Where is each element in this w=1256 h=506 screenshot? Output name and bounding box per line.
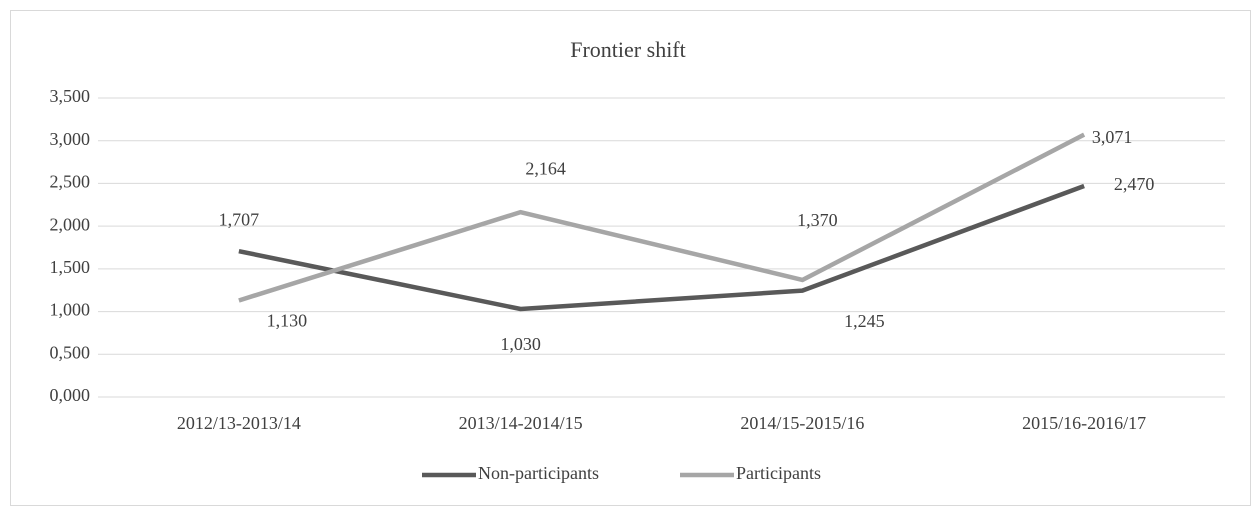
y-tick-label: 3,500 bbox=[50, 86, 91, 106]
data-label: 1,030 bbox=[500, 334, 541, 354]
y-tick-label: 1,000 bbox=[50, 300, 91, 320]
data-label: 3,071 bbox=[1092, 127, 1133, 147]
x-tick-label: 2014/15-2015/16 bbox=[740, 413, 864, 433]
x-tick-label: 2015/16-2016/17 bbox=[1022, 413, 1146, 433]
y-tick-label: 1,500 bbox=[50, 257, 91, 277]
data-label: 2,164 bbox=[525, 158, 566, 178]
x-tick-label: 2012/13-2013/14 bbox=[177, 413, 301, 433]
x-tick-label: 2013/14-2014/15 bbox=[459, 413, 583, 433]
chart-title: Frontier shift bbox=[570, 37, 686, 62]
data-label: 2,470 bbox=[1114, 174, 1155, 194]
chart-border bbox=[10, 10, 1251, 506]
y-tick-label: 2,000 bbox=[50, 214, 91, 234]
y-tick-label: 0,500 bbox=[50, 342, 91, 362]
y-tick-label: 0,000 bbox=[50, 385, 91, 405]
legend-label: Non-participants bbox=[478, 463, 599, 483]
legend-label: Participants bbox=[736, 463, 821, 483]
y-tick-label: 2,500 bbox=[50, 172, 91, 192]
data-label: 1,370 bbox=[797, 210, 838, 230]
y-tick-label: 3,000 bbox=[50, 129, 91, 149]
data-label: 1,245 bbox=[844, 311, 885, 331]
data-label: 1,130 bbox=[267, 311, 308, 331]
data-label: 1,707 bbox=[219, 209, 260, 229]
line-series bbox=[238, 132, 1086, 303]
line-series bbox=[238, 183, 1085, 312]
